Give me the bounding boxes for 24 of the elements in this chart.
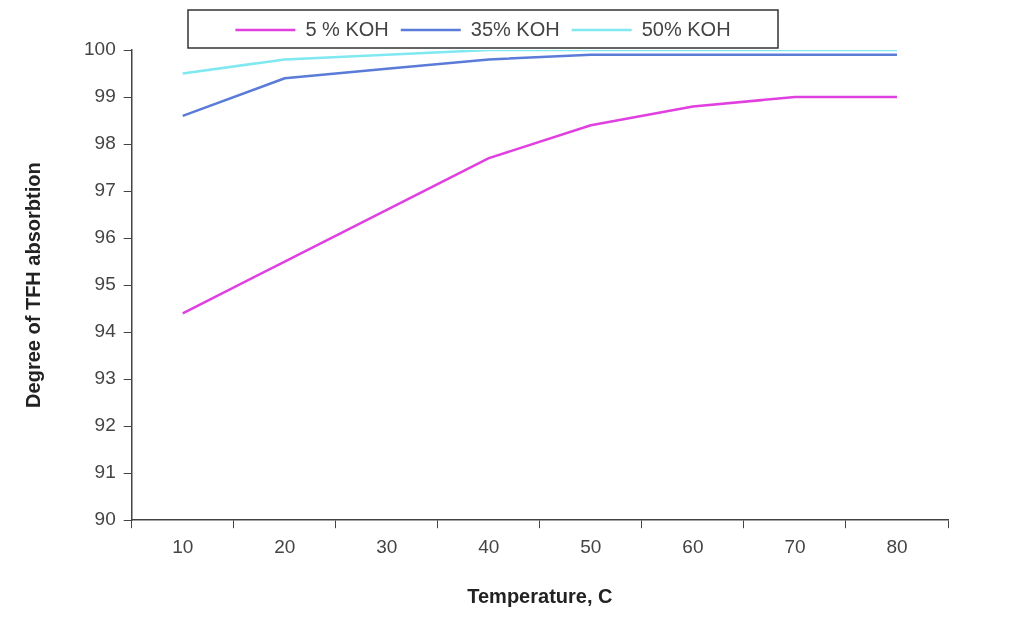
y-tick-label: 91 bbox=[94, 461, 116, 483]
y-axis-title: Degree of TFH absorbtion bbox=[21, 162, 44, 408]
y-tick-label: 99 bbox=[94, 85, 116, 107]
x-tick-label: 80 bbox=[886, 535, 908, 557]
legend-label: 35% KOH bbox=[470, 17, 560, 40]
y-tick-label: 100 bbox=[84, 38, 116, 60]
y-tick-label: 98 bbox=[94, 132, 116, 154]
y-tick-label: 96 bbox=[94, 226, 116, 248]
y-tick-label: 90 bbox=[94, 508, 116, 530]
legend-label: 5 % KOH bbox=[305, 17, 389, 40]
y-tick-label: 93 bbox=[94, 367, 116, 389]
x-tick-label: 20 bbox=[274, 535, 296, 557]
x-tick-label: 30 bbox=[376, 535, 398, 557]
legend-label: 50% KOH bbox=[641, 17, 731, 40]
y-tick-label: 92 bbox=[94, 414, 116, 436]
y-tick-label: 94 bbox=[94, 320, 117, 342]
x-tick-label: 70 bbox=[784, 535, 806, 557]
x-tick-label: 50 bbox=[580, 535, 602, 557]
y-tick-label: 95 bbox=[94, 273, 116, 295]
x-axis-title: Temperature, C bbox=[467, 584, 613, 607]
x-tick-label: 40 bbox=[478, 535, 500, 557]
y-tick-label: 97 bbox=[94, 179, 116, 201]
x-tick-label: 60 bbox=[682, 535, 704, 557]
x-tick-label: 10 bbox=[172, 535, 194, 557]
